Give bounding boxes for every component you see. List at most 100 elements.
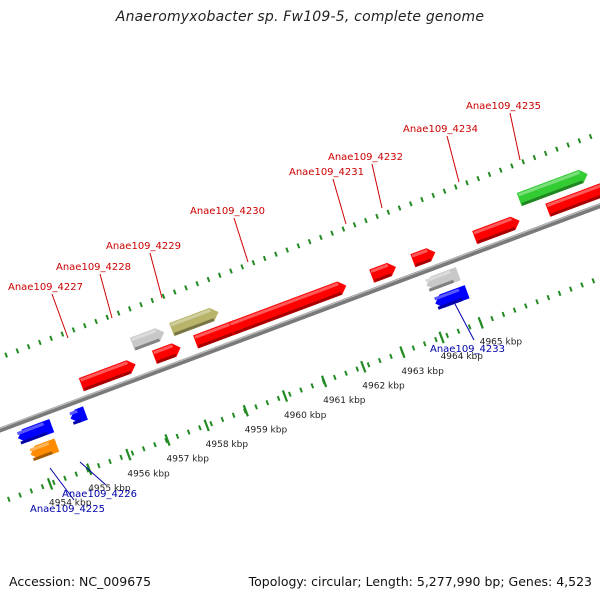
- track-dot: [209, 420, 213, 427]
- track-dot: [512, 307, 517, 313]
- track-dot: [262, 255, 267, 262]
- major-tick: [360, 360, 367, 373]
- track-dot: [566, 142, 570, 148]
- gene-feature-3-shadow: [437, 297, 463, 310]
- track-dot: [71, 327, 76, 333]
- forward-tick-track: [4, 133, 593, 358]
- track-dot: [288, 391, 292, 397]
- gene-feature-2-shadow: [550, 194, 600, 217]
- track-dot: [330, 230, 334, 236]
- tick-label: 4962 kbp: [362, 382, 405, 392]
- track-dot: [26, 344, 31, 350]
- track-dot: [366, 362, 371, 368]
- track-dot: [490, 315, 494, 322]
- accession-text: Accession: NC_009675: [9, 574, 152, 589]
- gene-anae109-4226-shadow: [33, 451, 53, 461]
- track-dot: [389, 353, 393, 360]
- gene-labels: Anae109_4225 Anae109_4226 Anae109_4227 Anae…: [8, 101, 541, 515]
- gene-anae109-4234-body: [472, 216, 520, 245]
- gene-feature-2-highlight: [546, 184, 600, 208]
- track-dot: [51, 479, 56, 486]
- major-tick: [242, 404, 249, 417]
- gene-feature-0: [151, 343, 181, 364]
- major-tick: [281, 390, 289, 403]
- gene-anae109-4230: [228, 281, 347, 336]
- major-tick: [46, 477, 54, 490]
- major-tick: [320, 375, 328, 388]
- tick-label: 4960 kbp: [284, 411, 327, 421]
- track-dot: [332, 374, 337, 381]
- gene-label: Anae109_4228: [56, 262, 131, 273]
- major-tick: [164, 433, 171, 446]
- tick-label: 4964 kbp: [441, 352, 484, 362]
- gene-anae109-4234-shadow: [477, 227, 516, 244]
- track-dot: [15, 348, 20, 354]
- track-dot: [38, 339, 42, 346]
- gene-anae109-4227-body: [78, 360, 136, 392]
- major-tick: [438, 331, 445, 344]
- gene-anae109-4232-highlight: [411, 249, 428, 258]
- gene-feature-1-highlight: [194, 321, 235, 339]
- track-dot: [467, 324, 472, 330]
- track-dot: [445, 332, 450, 339]
- track-dot: [510, 163, 514, 169]
- track-dot: [352, 222, 357, 228]
- gene-feature-4: [69, 406, 88, 425]
- track-dot: [420, 196, 424, 203]
- reverse-tick-track: [7, 278, 596, 502]
- track-dot: [18, 492, 22, 498]
- track-dot: [231, 412, 236, 418]
- track-dot: [476, 175, 481, 182]
- track-dot: [397, 205, 402, 211]
- gene-label: Anae109_4230: [190, 206, 265, 217]
- track-dot: [557, 290, 562, 297]
- track-dot: [127, 306, 132, 312]
- gene-feature-3: [434, 285, 470, 310]
- gene-feature-3-body: [435, 285, 470, 308]
- gene-feature-0-highlight: [153, 344, 173, 355]
- track-dot: [501, 311, 506, 318]
- gene-anae109-4226: [29, 438, 60, 461]
- gene-anae109-4232: [410, 248, 436, 268]
- gene-anae109-4231-highlight: [370, 263, 389, 273]
- track-dot: [341, 226, 346, 232]
- gene-feature-0-shadow: [156, 353, 177, 364]
- track-dot: [535, 299, 539, 305]
- track-dot: [153, 441, 157, 448]
- gene-feature-2: [545, 183, 600, 217]
- gene-anae109-4225-body: [18, 419, 55, 443]
- tick-label: 4959 kbp: [245, 425, 288, 435]
- gene-anae109-4225-highlight: [16, 422, 45, 436]
- track-dot: [184, 285, 188, 291]
- gene-anae109-4227: [78, 360, 136, 392]
- track-dot: [442, 188, 447, 194]
- track-dot: [408, 201, 413, 207]
- track-dot: [456, 328, 461, 334]
- track-dot: [195, 280, 200, 287]
- gene-anae109-4232-shadow: [415, 258, 432, 267]
- gene-leader-line: [233, 217, 249, 263]
- track-dot: [130, 450, 135, 456]
- track-dot: [319, 234, 323, 241]
- gene-label: Anae109_4225: [30, 504, 105, 515]
- track-dot: [7, 496, 11, 502]
- gene-leader-line: [51, 293, 69, 339]
- track-dot: [83, 322, 87, 329]
- gene-anae109-4226-highlight: [29, 441, 50, 452]
- gene-feature-4-body: [70, 406, 88, 423]
- gene-anae109-4225-shadow: [20, 431, 48, 445]
- track-dot: [546, 294, 551, 301]
- track-dot: [543, 150, 548, 157]
- track-dot: [274, 251, 278, 257]
- track-dot: [588, 133, 593, 140]
- gene-anae109-4229-shadow: [174, 318, 215, 336]
- gene-anae109-4227-highlight: [80, 361, 128, 382]
- track-dot: [422, 341, 427, 347]
- track-dot: [63, 475, 67, 481]
- track-dot: [175, 433, 180, 439]
- tick-label: 4958 kbp: [206, 440, 249, 450]
- major-tick: [125, 448, 132, 461]
- major-tick: [399, 346, 406, 359]
- track-dot: [119, 454, 124, 460]
- gene-label: Anae109_4232: [328, 152, 403, 163]
